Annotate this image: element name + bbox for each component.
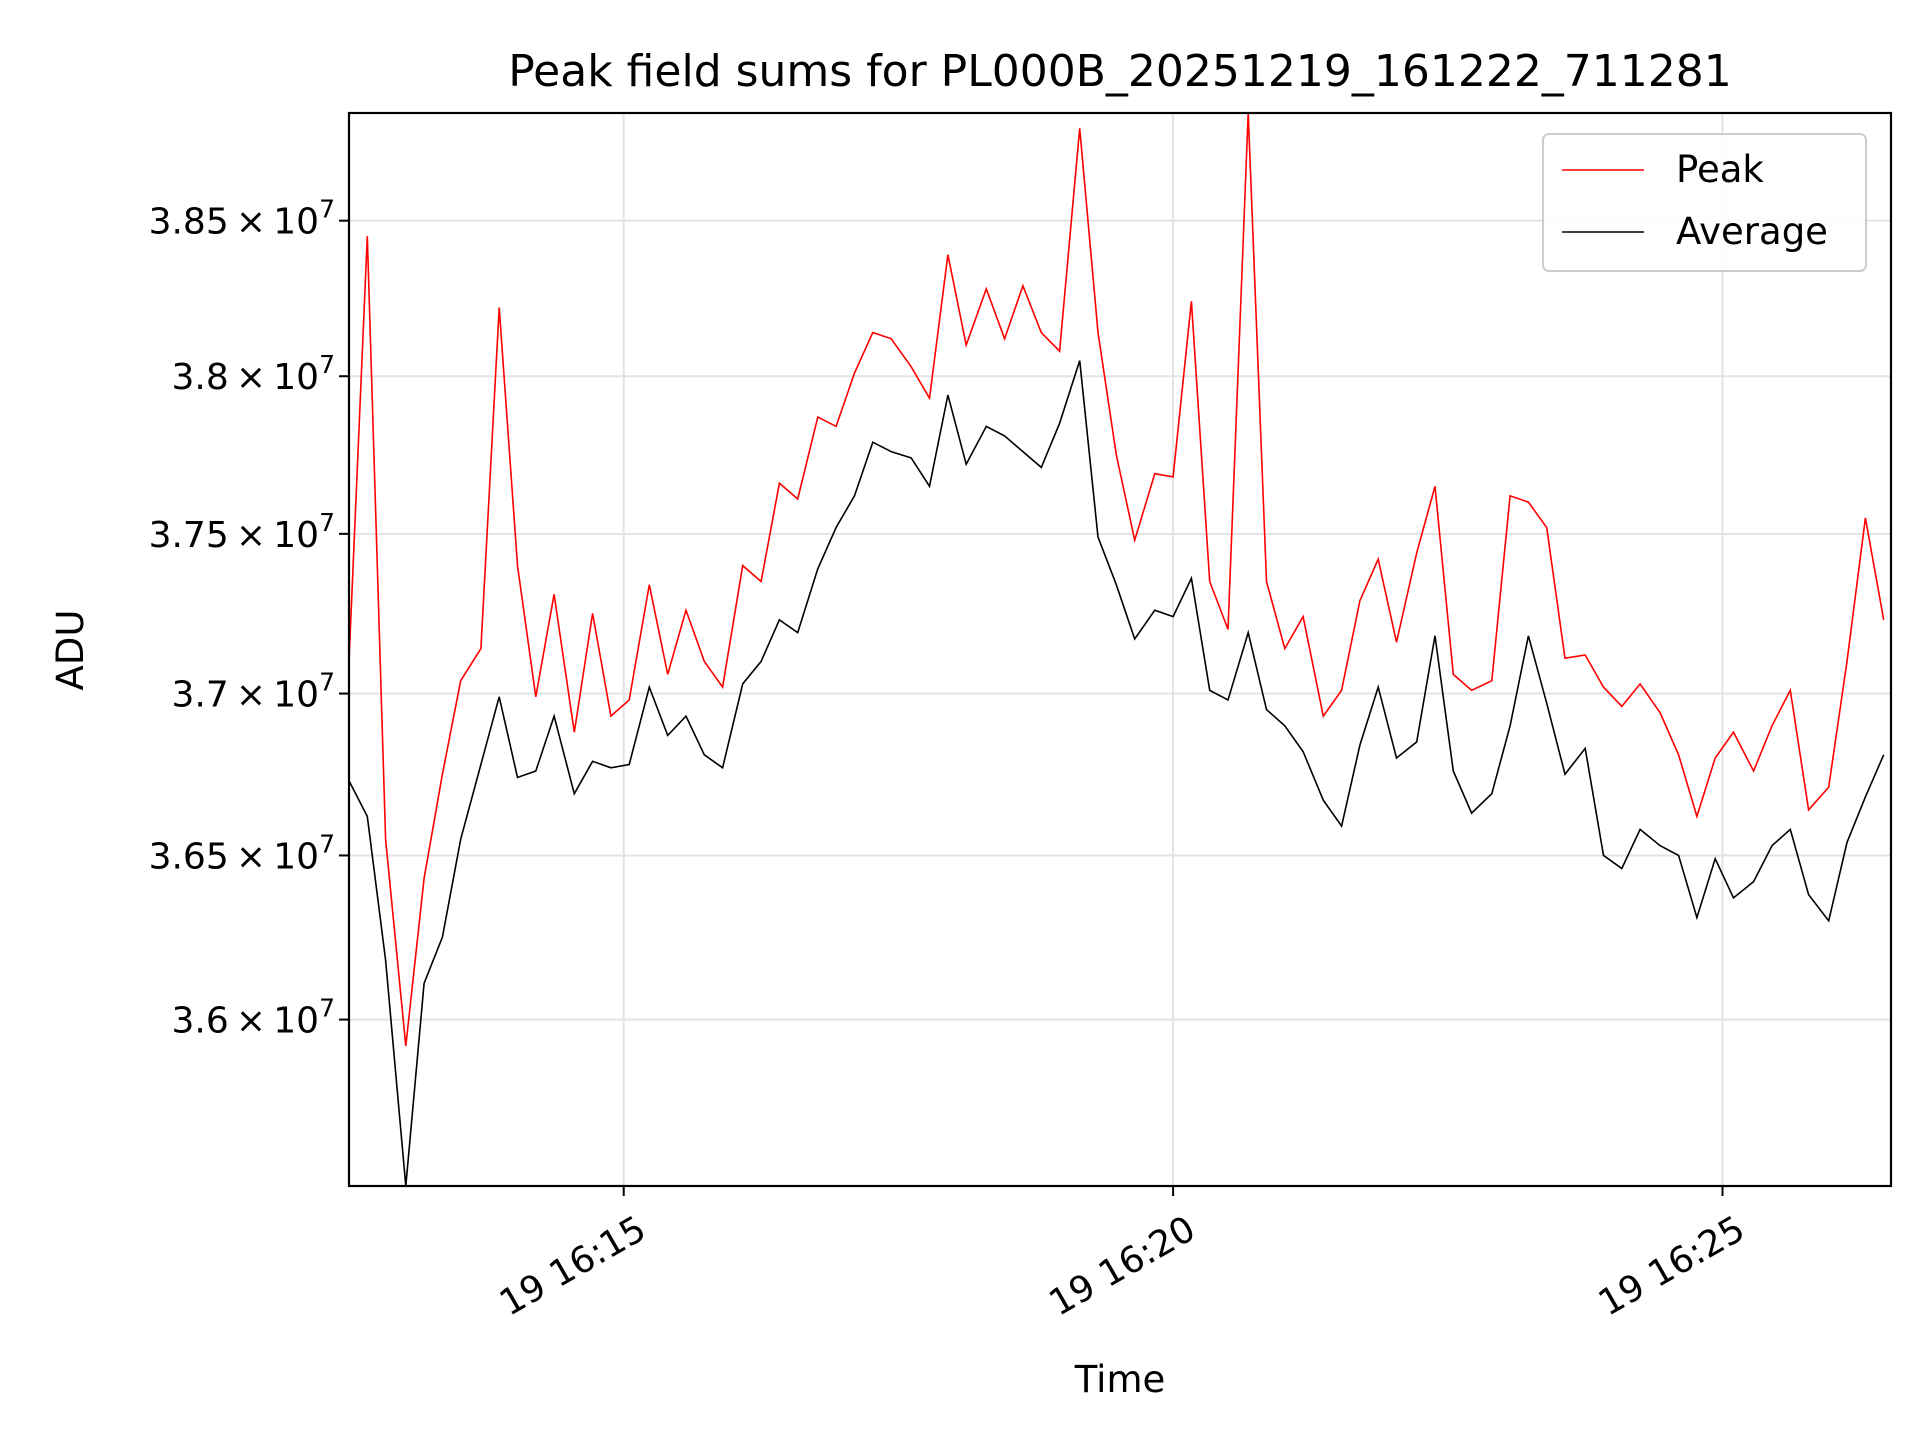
y-axis-ticks: 3.6 × 107 3.65 × 107 3.7 × 107 3.75 × 107 3.… <box>149 195 349 1042</box>
y-tick-label: 3.8 × 107 <box>171 350 335 398</box>
y-tick-label: 3.75 × 107 <box>149 508 335 556</box>
x-axis-ticks: 19 16:15 19 16:20 19 16:25 <box>493 1186 1752 1324</box>
x-tick-label: 19 16:25 <box>1592 1208 1752 1324</box>
plot-frame <box>347 111 1893 1188</box>
chart-title: Peak field sums for PL000B_20251219_1612… <box>508 46 1732 97</box>
x-tick-label: 19 16:15 <box>493 1208 653 1324</box>
y-tick-label: 3.65 × 107 <box>149 829 335 877</box>
x-axis-label: Time <box>1074 1358 1166 1401</box>
legend-label-average: Average <box>1676 210 1828 253</box>
legend-box <box>1542 133 1867 272</box>
legend: Peak Average <box>1542 133 1867 272</box>
series-lines <box>349 113 1885 1186</box>
legend-label-peak: Peak <box>1676 148 1764 191</box>
y-tick-label: 3.85 × 107 <box>149 195 335 243</box>
series-line-peak <box>349 113 1885 1047</box>
y-axis-label: ADU <box>49 610 92 691</box>
x-tick-label: 19 16:20 <box>1042 1208 1202 1324</box>
series-line-average <box>349 360 1885 1186</box>
y-tick-label: 3.7 × 107 <box>171 668 335 716</box>
grid-lines <box>349 113 1891 1186</box>
y-tick-label: 3.6 × 107 <box>171 994 335 1042</box>
